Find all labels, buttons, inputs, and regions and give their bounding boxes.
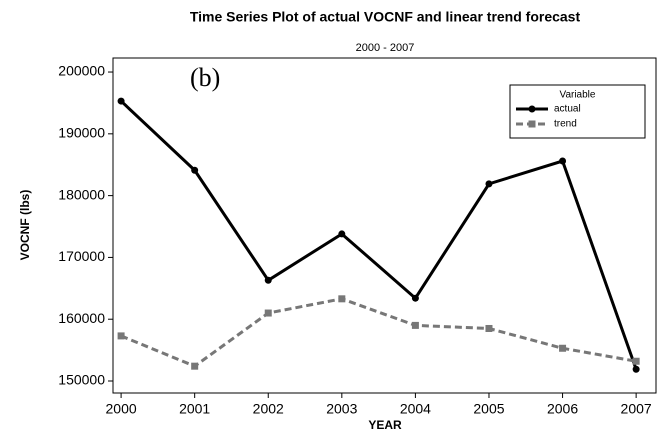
y-axis-label: VOCNF (lbs): [18, 190, 32, 261]
chart-title: Time Series Plot of actual VOCNF and lin…: [190, 9, 581, 25]
x-axis-label: YEAR: [368, 418, 402, 432]
annotation: (b): [190, 63, 220, 92]
point: [559, 157, 567, 165]
point: [559, 344, 567, 352]
legend-title: Variable: [560, 90, 596, 101]
point: [117, 332, 125, 340]
x-tick-label: 2005: [473, 401, 504, 417]
point: [191, 166, 199, 174]
y-tick-label: 200000: [58, 63, 105, 79]
y-tick-label: 150000: [58, 372, 105, 388]
point: [632, 365, 640, 373]
legend-marker: [528, 105, 536, 113]
chart-subtitle: 2000 - 2007: [356, 42, 415, 54]
point: [485, 324, 493, 332]
point: [411, 321, 419, 329]
x-tick-label: 2003: [326, 401, 357, 417]
x-tick-label: 2001: [179, 401, 210, 417]
series-line: [120, 99, 638, 370]
point: [117, 97, 125, 105]
x-tick-label: 2000: [106, 401, 137, 417]
point: [338, 295, 346, 303]
plot-frame: [112, 57, 657, 394]
point: [191, 362, 199, 370]
legend-label: trend: [554, 119, 577, 130]
point: [264, 276, 272, 284]
x-tick-label: 2004: [400, 401, 431, 417]
point: [411, 294, 419, 302]
x-tick-label: 2006: [547, 401, 578, 417]
point: [485, 180, 493, 188]
legend-label: actual: [554, 104, 581, 115]
point: [632, 357, 640, 365]
x-tick-label: 2002: [253, 401, 284, 417]
point: [338, 230, 346, 238]
point: [264, 309, 272, 317]
legend-marker: [528, 120, 536, 128]
series-line: [120, 297, 637, 368]
y-tick-label: 180000: [58, 186, 105, 202]
x-tick-label: 2007: [621, 401, 652, 417]
y-tick-label: 170000: [58, 248, 105, 264]
y-tick-label: 190000: [58, 125, 105, 141]
y-tick-label: 160000: [58, 310, 105, 326]
